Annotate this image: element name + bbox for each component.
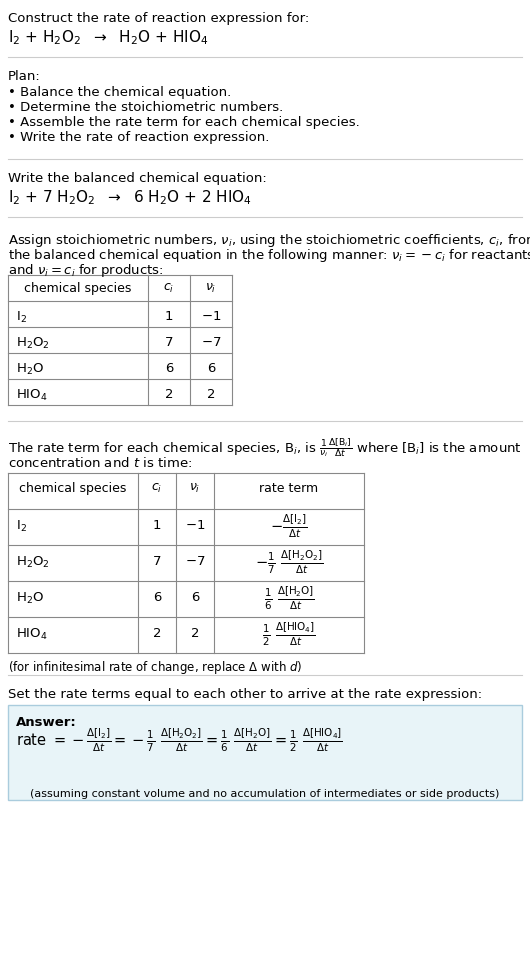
Text: $\frac{1}{2}\ \frac{\Delta[\mathrm{HIO_4}]}{\Delta t}$: $\frac{1}{2}\ \frac{\Delta[\mathrm{HIO_4…: [262, 619, 316, 647]
Text: Assign stoichiometric numbers, $\nu_i$, using the stoichiometric coefficients, $: Assign stoichiometric numbers, $\nu_i$, …: [8, 232, 530, 249]
Text: (for infinitesimal rate of change, replace $\Delta$ with $d$): (for infinitesimal rate of change, repla…: [8, 658, 303, 675]
Text: • Balance the chemical equation.: • Balance the chemical equation.: [8, 86, 231, 99]
Text: chemical species: chemical species: [24, 281, 131, 295]
Text: 1: 1: [165, 310, 173, 322]
Text: 6: 6: [191, 591, 199, 604]
Text: $-$7: $-$7: [201, 336, 221, 349]
Text: Construct the rate of reaction expression for:: Construct the rate of reaction expressio…: [8, 12, 309, 25]
Text: 1: 1: [153, 519, 161, 531]
Text: and $\nu_i = c_i$ for products:: and $\nu_i = c_i$ for products:: [8, 262, 164, 278]
Text: 2: 2: [153, 627, 161, 640]
Text: I$_2$ + H$_2$O$_2$  $\rightarrow$  H$_2$O + HIO$_4$: I$_2$ + H$_2$O$_2$ $\rightarrow$ H$_2$O …: [8, 28, 208, 47]
Text: 6: 6: [153, 591, 161, 604]
Text: (assuming constant volume and no accumulation of intermediates or side products): (assuming constant volume and no accumul…: [30, 788, 500, 798]
Text: $\nu_i$: $\nu_i$: [189, 482, 201, 494]
Text: the balanced chemical equation in the following manner: $\nu_i = -c_i$ for react: the balanced chemical equation in the fo…: [8, 247, 530, 264]
Text: H$_2$O: H$_2$O: [16, 361, 44, 377]
Text: H$_2$O: H$_2$O: [16, 590, 44, 605]
Text: Set the rate terms equal to each other to arrive at the rate expression:: Set the rate terms equal to each other t…: [8, 687, 482, 701]
Text: $-$1: $-$1: [185, 519, 205, 531]
Text: Write the balanced chemical equation:: Write the balanced chemical equation:: [8, 172, 267, 185]
Text: $-\frac{\Delta[\mathrm{I_2}]}{\Delta t}$: $-\frac{\Delta[\mathrm{I_2}]}{\Delta t}$: [270, 512, 307, 539]
FancyBboxPatch shape: [8, 705, 522, 800]
Text: 6: 6: [207, 361, 215, 374]
Text: $-$1: $-$1: [201, 310, 221, 322]
Text: 2: 2: [207, 388, 215, 401]
Text: The rate term for each chemical species, B$_i$, is $\frac{1}{\nu_i}\frac{\Delta[: The rate term for each chemical species,…: [8, 436, 522, 458]
Text: • Determine the stoichiometric numbers.: • Determine the stoichiometric numbers.: [8, 101, 283, 114]
Text: • Write the rate of reaction expression.: • Write the rate of reaction expression.: [8, 131, 269, 144]
Text: 6: 6: [165, 361, 173, 374]
Text: $-\frac{1}{7}\ \frac{\Delta[\mathrm{H_2O_2}]}{\Delta t}$: $-\frac{1}{7}\ \frac{\Delta[\mathrm{H_2O…: [255, 548, 323, 575]
Text: HIO$_4$: HIO$_4$: [16, 626, 48, 641]
Text: chemical species: chemical species: [19, 482, 127, 494]
Text: H$_2$O$_2$: H$_2$O$_2$: [16, 336, 50, 351]
Text: I$_2$: I$_2$: [16, 518, 27, 533]
Text: • Assemble the rate term for each chemical species.: • Assemble the rate term for each chemic…: [8, 116, 360, 129]
Text: H$_2$O$_2$: H$_2$O$_2$: [16, 554, 50, 569]
Text: 2: 2: [191, 627, 199, 640]
Text: 7: 7: [165, 336, 173, 349]
Text: rate term: rate term: [260, 482, 319, 494]
Text: Plan:: Plan:: [8, 70, 41, 83]
Text: I$_2$: I$_2$: [16, 310, 27, 324]
Text: HIO$_4$: HIO$_4$: [16, 388, 48, 403]
Text: I$_2$ + 7 H$_2$O$_2$  $\rightarrow$  6 H$_2$O + 2 HIO$_4$: I$_2$ + 7 H$_2$O$_2$ $\rightarrow$ 6 H$_…: [8, 188, 252, 206]
Text: rate $= -\frac{\Delta[\mathrm{I_2}]}{\Delta t} = -\frac{1}{7}\ \frac{\Delta[\mat: rate $= -\frac{\Delta[\mathrm{I_2}]}{\De…: [16, 726, 343, 753]
Text: Answer:: Answer:: [16, 715, 77, 728]
Text: $c_i$: $c_i$: [152, 482, 163, 494]
Text: $\nu_i$: $\nu_i$: [205, 281, 217, 295]
Text: $\frac{1}{6}\ \frac{\Delta[\mathrm{H_2O}]}{\Delta t}$: $\frac{1}{6}\ \frac{\Delta[\mathrm{H_2O}…: [263, 583, 314, 611]
Text: 7: 7: [153, 555, 161, 568]
Text: 2: 2: [165, 388, 173, 401]
Text: concentration and $t$ is time:: concentration and $t$ is time:: [8, 455, 192, 470]
Text: $-$7: $-$7: [185, 555, 205, 568]
Text: $c_i$: $c_i$: [163, 281, 174, 295]
